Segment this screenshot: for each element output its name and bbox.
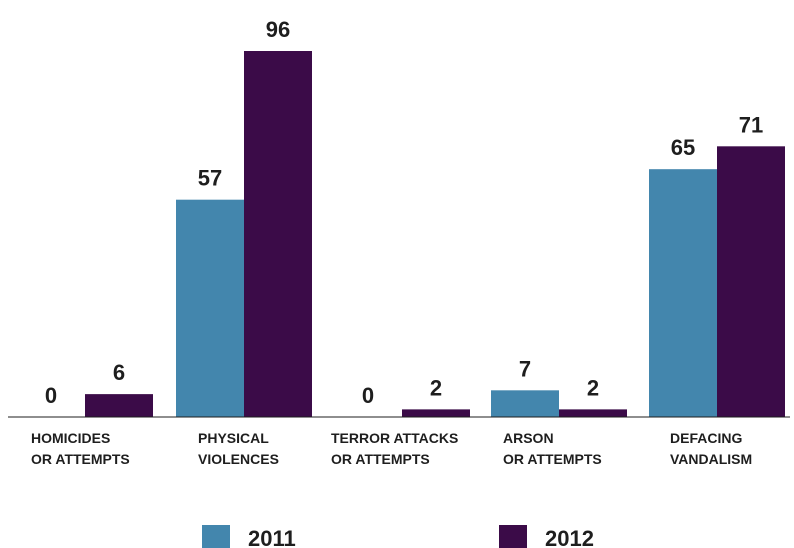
legend-label-2012: 2012 [545,526,594,548]
category-labels-group: HOMICIDES OR ATTEMPTS PHYSICAL VIOLENCES TER… [31,430,752,467]
value-label-2011-4: 7 [519,356,531,381]
value-label-2011-2: 57 [198,166,222,191]
value-labels-group: 0 6 57 96 0 2 7 2 65 71 [45,17,763,408]
bar-2012-5 [717,146,785,417]
legend-label-2011: 2011 [248,526,296,548]
bar-2012-3 [402,409,470,417]
value-label-2011-1: 0 [45,383,57,408]
bars-group [85,51,785,417]
value-label-2012-1: 6 [113,360,125,385]
category-label-2: PHYSICAL VIOLENCES [198,430,279,467]
value-label-2012-4: 2 [587,375,599,400]
value-label-2011-3: 0 [362,383,374,408]
value-label-2011-5: 65 [671,135,695,160]
legend-swatch-2011 [202,525,230,548]
value-label-2012-5: 71 [739,112,763,137]
bar-2012-4 [559,409,627,417]
category-label-4: ARSON OR ATTEMPTS [503,430,602,467]
bar-2011-5 [649,169,717,417]
bar-2011-2 [176,199,244,417]
legend: 2011 2012 [202,525,594,548]
value-label-2012-3: 2 [430,375,442,400]
category-label-1: HOMICIDES OR ATTEMPTS [31,430,130,467]
value-label-2012-2: 96 [266,17,290,42]
bar-2012-2 [244,51,312,417]
category-label-5: DEFACING VANDALISM [670,430,752,467]
bar-2012-1 [85,394,153,417]
category-label-3: TERROR ATTACKS OR ATTEMPTS [331,430,458,467]
bar-2011-4 [491,390,559,417]
legend-swatch-2012 [499,525,527,548]
